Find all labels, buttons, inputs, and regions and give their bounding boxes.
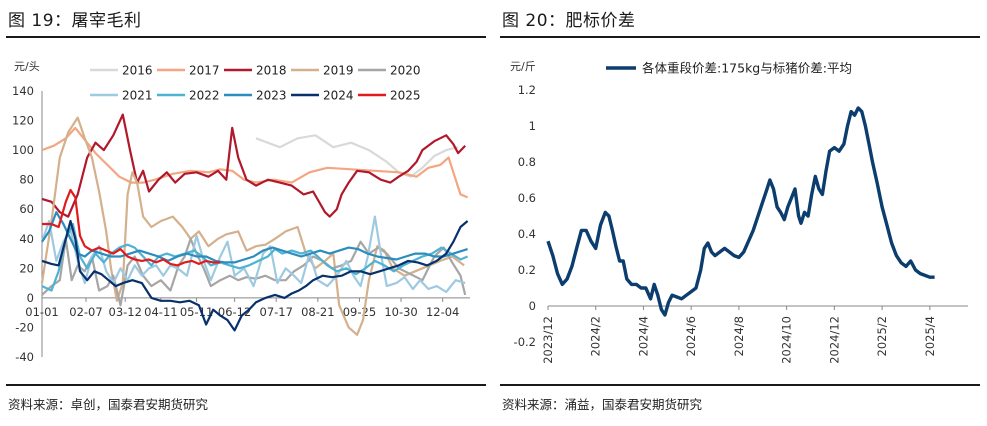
left-x-tick-label: 04-11: [144, 305, 177, 319]
left-series-line-2024: [41, 219, 469, 332]
left-legend-label: 2024: [323, 89, 354, 103]
right-y-tick-label: 0.6: [518, 191, 536, 205]
right-x-tick-label: 2024/12: [827, 316, 841, 364]
right-y-tick-label: 0.2: [518, 263, 536, 277]
right-y-unit: 元/斤: [510, 60, 536, 73]
left-x-tick-label: 03-12: [109, 305, 142, 319]
left-series-line-2023: [41, 211, 468, 264]
right-x-tick-label: 2024/8: [732, 316, 746, 356]
right-y-tick-label: 1.2: [518, 83, 536, 97]
left-x-tick-label: 10-30: [384, 305, 417, 319]
right-x-tick-label: 2024/10: [780, 316, 794, 364]
left-y-tick-label: 80: [19, 173, 34, 187]
right-chart-title: 图 20：肥标价差: [502, 11, 636, 31]
left-y-tick-label: 60: [19, 202, 34, 216]
left-y-tick-label: 0: [27, 291, 34, 305]
left-legend-label: 2017: [189, 64, 220, 78]
right-y-tick-label: 0.8: [518, 155, 536, 169]
left-legend-label: 2023: [256, 89, 287, 103]
left-series-line-2017: [41, 126, 469, 199]
left-series-line-2025: [42, 188, 221, 267]
left-legend-label: 2021: [122, 89, 153, 103]
left-bottom-rule: [6, 384, 486, 386]
right-x-tick-label: 2023/12: [541, 316, 555, 364]
left-series-line-2021: [40, 215, 466, 294]
left-legend-label: 2018: [256, 64, 287, 78]
right-x-tick-label: 2024/6: [684, 316, 698, 356]
left-legend-label: 2022: [189, 89, 220, 103]
left-x-tick-label: 07-17: [260, 305, 293, 319]
left-chart-title: 图 19：屠宰毛利: [8, 11, 142, 31]
right-y-tick-label: 0: [529, 299, 536, 313]
left-x-tick-label: 12-04: [426, 305, 459, 319]
right-source: 资料来源：涌益，国泰君安期货研究: [502, 397, 703, 412]
right-x-tick-label: 2025/2: [875, 316, 889, 356]
right-chart-svg: 元/斤 -0.2 0 0.2 0.4 0.6 0.8 1 1.2 2023/12 2024/2 202…: [510, 60, 968, 364]
left-y-tick-label: 140: [12, 84, 34, 98]
left-series-line-2020: [41, 237, 467, 307]
right-y-tick-label: -0.2: [514, 335, 536, 349]
left-x-tick-label: 09-25: [343, 305, 376, 319]
left-legend-label: 2016: [122, 64, 153, 78]
left-series-line-2019: [40, 116, 465, 336]
right-x-tick-label: 2024/4: [636, 316, 650, 356]
right-title-rule: [500, 36, 980, 38]
left-series-line-2018: [41, 113, 466, 218]
right-x-tick-label: 2025/4: [923, 316, 937, 356]
left-y-tick-label: 20: [19, 261, 34, 275]
left-y-tick-label: 120: [12, 114, 34, 128]
right-bottom-rule: [500, 384, 980, 386]
left-y-tick-label: -20: [15, 320, 34, 334]
left-x-tick-label: 02-07: [69, 305, 102, 319]
left-x-tick-label: 01-01: [25, 305, 58, 319]
left-y-unit: 元/头: [14, 60, 40, 73]
left-series-line-2016: [255, 134, 459, 178]
right-legend-label: 各体重段价差:175kg与标猪价差:平均: [642, 61, 852, 76]
right-x-tick-label: 2024/2: [589, 316, 603, 356]
left-x-tick-label: 08-21: [301, 305, 334, 319]
left-y-tick-label: -40: [15, 350, 34, 364]
left-title-rule: [6, 36, 486, 38]
left-y-tick-label: 40: [19, 232, 34, 246]
left-series-line-2022: [41, 222, 469, 292]
left-y-tick-label: 100: [12, 143, 34, 157]
left-chart-svg: 元/头 -40 -20 0 20 40 60 80 100 120 140 01-01 02-07 03-…: [12, 60, 470, 364]
left-source: 资料来源：卓创，国泰君安期货研究: [8, 397, 209, 412]
left-legend-label: 2020: [390, 64, 421, 78]
right-series-line: [546, 106, 935, 317]
right-y-tick-label: 1: [529, 119, 536, 133]
left-legend-label: 2019: [323, 64, 354, 78]
right-y-tick-label: 0.4: [518, 227, 536, 241]
left-legend-label: 2025: [390, 89, 421, 103]
left-x-tick-label: 05-11: [180, 305, 213, 319]
